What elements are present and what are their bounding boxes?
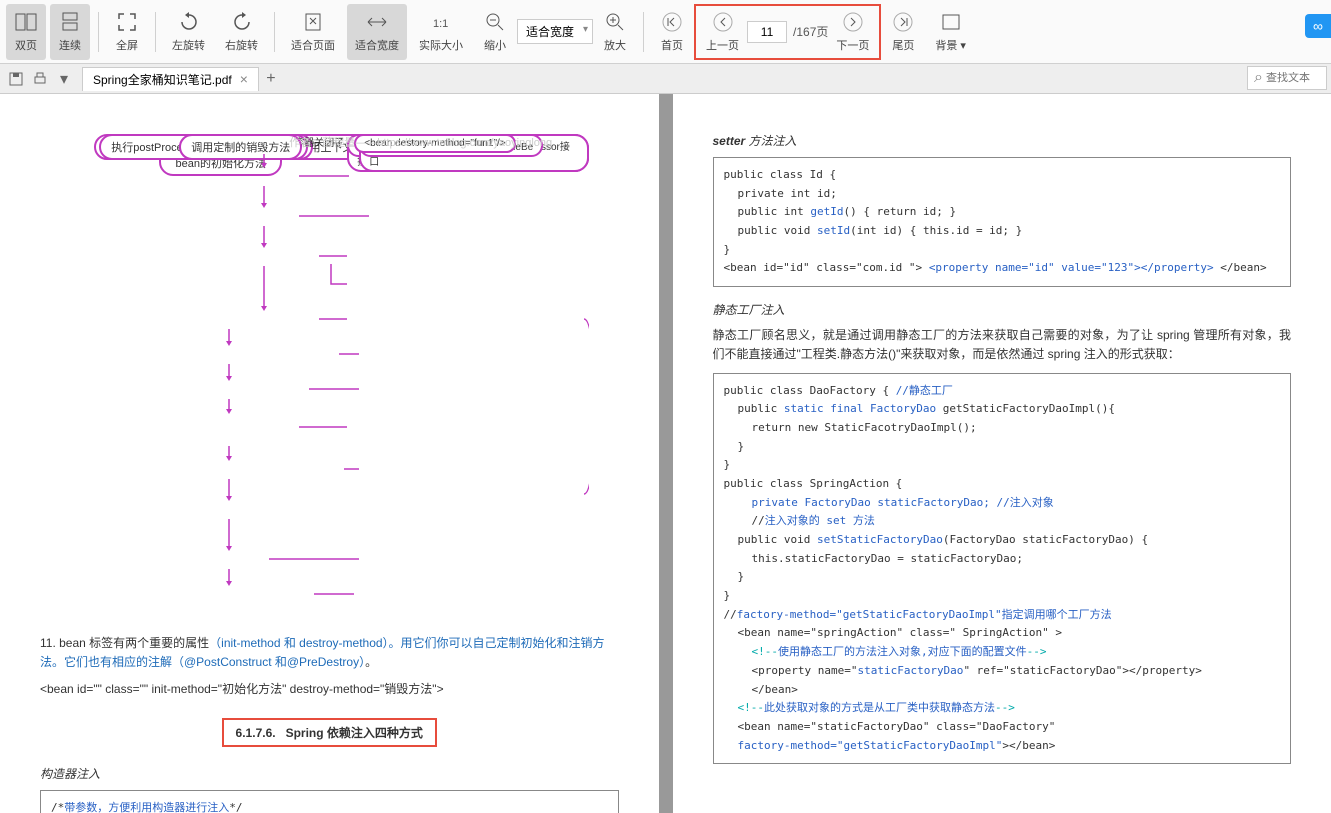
tab-title: Spring全家桶知识笔记.pdf <box>93 71 232 88</box>
zoom-out-icon <box>484 11 506 33</box>
rotate-left-icon <box>178 11 200 33</box>
main-toolbar: 双页 连续 全屏 左旋转 右旋转 适合页面 适合宽度 1:1 实际大小 缩小 适… <box>0 0 1331 64</box>
section-heading: 6.1.7.6. Spring 依赖注入四种方式 <box>222 718 437 747</box>
first-page-icon <box>661 11 683 33</box>
zoom-in-button[interactable]: 放大 <box>595 4 635 60</box>
setter-heading: setter 方法注入 <box>713 132 1292 149</box>
first-page-button[interactable]: 首页 <box>652 4 692 60</box>
page-number-input[interactable] <box>747 21 787 43</box>
fit-page-icon <box>302 11 324 33</box>
page-total-label: /167页 <box>793 23 828 40</box>
rotate-right-button[interactable]: 右旋转 <box>217 4 266 60</box>
search-input[interactable] <box>1266 72 1316 84</box>
document-tab[interactable]: Spring全家桶知识笔记.pdf × <box>82 67 259 91</box>
fit-width-icon <box>366 11 388 33</box>
background-button[interactable]: 背景 ▾ <box>927 4 974 60</box>
fullscreen-icon <box>116 11 138 33</box>
last-page-icon <box>892 11 914 33</box>
new-tab-icon[interactable]: + <box>259 67 283 91</box>
next-page-button[interactable]: 下一页 <box>836 11 869 53</box>
pdf-page-right: setter 方法注入 public class Id { private in… <box>673 94 1331 813</box>
last-page-button[interactable]: 尾页 <box>883 4 923 60</box>
continuous-icon <box>59 11 81 33</box>
next-page-icon <box>842 11 864 33</box>
print-icon[interactable] <box>28 67 52 91</box>
tab-close-icon[interactable]: × <box>240 71 248 87</box>
node-custom-destroy: 调用定制的销毁方法 <box>179 134 302 160</box>
continuous-button[interactable]: 连续 <box>50 4 90 60</box>
static-factory-heading: 静态工厂注入 <box>713 301 1292 318</box>
static-factory-paragraph: 静态工厂顾名思义，就是通过调用静态工厂的方法来获取自己需要的对象，为了让 spr… <box>713 326 1292 364</box>
fit-page-button[interactable]: 适合页面 <box>283 4 343 60</box>
svg-text:1:1: 1:1 <box>433 18 448 30</box>
fit-width-button[interactable]: 适合宽度 <box>347 4 407 60</box>
actual-size-icon: 1:1 <box>430 11 452 33</box>
code-constructor: /*带参数，方便利用构造器进行注入*/ <box>40 790 619 813</box>
zoom-in-icon <box>604 11 626 33</box>
dual-page-button[interactable]: 双页 <box>6 4 46 60</box>
code-static-factory: public class DaoFactory { //静态工厂 public … <box>713 373 1292 765</box>
actual-size-button[interactable]: 1:1 实际大小 <box>411 4 471 60</box>
watermark: 作者：薛程量——https://www.tnblog.com/yaoyinglo… <box>289 134 552 150</box>
bean-tag-example: <bean id="" class="" init-method="初始化方法"… <box>40 680 619 699</box>
rotate-right-icon <box>231 11 253 33</box>
constructor-injection-heading: 构造器注入 <box>40 765 619 782</box>
bean-lifecycle-diagram: Bean在Spring Bean应用上下文中的生命周期 实例化 1、Applic… <box>69 134 589 624</box>
diagram-connectors <box>69 134 589 624</box>
tab-bar: ▾ Spring全家桶知识笔记.pdf × + ⌕ <box>0 64 1331 94</box>
search-icon: ⌕ <box>1254 69 1263 87</box>
save-icon[interactable] <box>4 67 28 91</box>
pdf-page-left: Bean在Spring Bean应用上下文中的生命周期 实例化 1、Applic… <box>0 94 659 813</box>
prev-page-button[interactable]: 上一页 <box>706 11 739 53</box>
search-box[interactable]: ⌕ <box>1247 66 1327 90</box>
dual-page-icon <box>15 11 37 33</box>
fullscreen-button[interactable]: 全屏 <box>107 4 147 60</box>
rotate-left-button[interactable]: 左旋转 <box>164 4 213 60</box>
page-navigation: 上一页 /167页 下一页 <box>694 4 881 60</box>
zoom-dropdown[interactable]: 适合宽度 <box>517 19 593 44</box>
print-dropdown-icon[interactable]: ▾ <box>52 67 76 91</box>
code-setter: public class Id { private int id; public… <box>713 157 1292 287</box>
cloud-badge-icon[interactable]: ∞ <box>1305 14 1331 38</box>
prev-page-icon <box>712 11 734 33</box>
background-icon <box>940 11 962 33</box>
content-area: Bean在Spring Bean应用上下文中的生命周期 实例化 1、Applic… <box>0 94 1331 813</box>
paragraph-11: 11. bean 标签有两个重要的属性（init-method 和 destro… <box>40 634 619 672</box>
zoom-out-button[interactable]: 缩小 <box>475 4 515 60</box>
